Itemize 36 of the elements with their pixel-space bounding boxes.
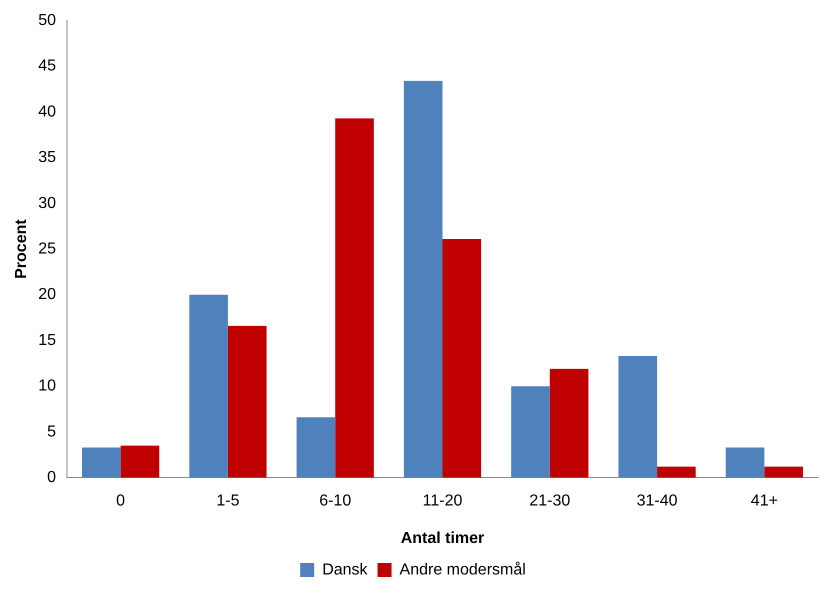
bar [120, 446, 160, 478]
x-tick-label: 41+ [750, 492, 778, 510]
bar [618, 356, 658, 478]
y-tick-label: 30 [38, 194, 56, 212]
legend-label: Dansk [322, 561, 369, 578]
y-tick-label: 35 [38, 149, 56, 166]
bar [511, 386, 550, 478]
bar [296, 417, 336, 478]
y-tick-label: 20 [38, 286, 56, 304]
bar [228, 326, 267, 478]
y-tick-label: 50 [38, 12, 56, 30]
bar [657, 466, 696, 478]
bar [764, 466, 803, 478]
y-axis-title: Procent [13, 218, 30, 279]
y-tick-label: 15 [38, 332, 56, 349]
y-tick-label: 0 [47, 469, 56, 486]
legend-label: Andre modersmål [400, 561, 526, 578]
x-tick-label: 0 [116, 492, 126, 510]
bar [404, 80, 442, 478]
y-tick-label: 45 [38, 58, 56, 75]
bar [442, 239, 482, 478]
x-tick-label: 1-5 [216, 492, 240, 510]
bar [726, 447, 764, 478]
x-tick-label: 6-10 [319, 492, 352, 510]
bar [550, 368, 588, 478]
y-tick-label: 40 [38, 103, 56, 120]
bar [335, 118, 374, 478]
y-tick-label: 5 [47, 423, 56, 440]
x-tick-label: 11-20 [422, 492, 462, 510]
y-tick-label: 25 [38, 240, 56, 258]
bar [189, 294, 228, 478]
bar [82, 447, 121, 478]
x-tick-label: 21-30 [529, 492, 570, 510]
x-axis-title: Antal timer [400, 530, 484, 547]
y-tick-label: 10 [38, 378, 56, 395]
x-tick-label: 31-40 [636, 492, 678, 510]
